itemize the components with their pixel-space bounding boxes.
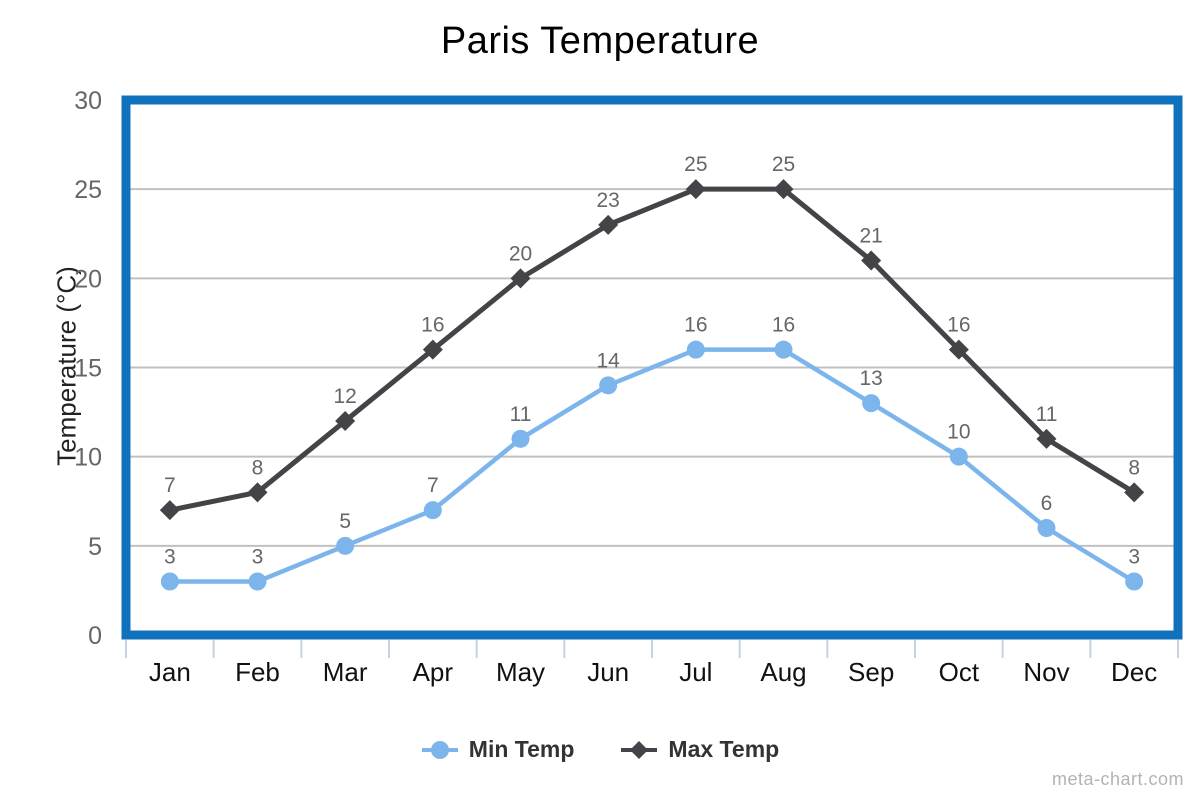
data-point-label: 3 bbox=[164, 546, 176, 569]
min-temp-legend-marker-icon bbox=[421, 740, 458, 759]
min-temp-data-point[interactable] bbox=[774, 340, 793, 359]
max-temp-line bbox=[167, 186, 1137, 513]
x-axis-category-label: Nov bbox=[1023, 657, 1069, 687]
x-axis-category-label: Aug bbox=[760, 657, 806, 687]
y-axis-tick-label: 30 bbox=[74, 87, 102, 115]
data-point-label: 14 bbox=[596, 349, 620, 372]
data-point-label: 16 bbox=[772, 314, 795, 337]
x-axis-category-label: Jan bbox=[149, 657, 191, 687]
data-point-label: 13 bbox=[859, 367, 882, 390]
data-point-label: 12 bbox=[333, 385, 356, 408]
plot-border bbox=[121, 95, 1183, 640]
min-temp-data-point[interactable] bbox=[1037, 519, 1056, 537]
x-axis-category-label: Jul bbox=[679, 657, 712, 687]
data-point-label: 3 bbox=[1128, 546, 1140, 569]
min-temp-data-point[interactable] bbox=[423, 501, 442, 520]
min-temp-data-point[interactable] bbox=[160, 572, 179, 591]
data-point-label: 25 bbox=[684, 153, 707, 176]
min-temp-data-point[interactable] bbox=[248, 572, 267, 591]
data-point-label: 20 bbox=[509, 242, 532, 265]
max-temp-data-point[interactable] bbox=[422, 339, 443, 360]
chart-title: Paris Temperature bbox=[440, 20, 760, 62]
max-temp-data-point[interactable] bbox=[773, 179, 794, 200]
data-point-label: 6 bbox=[1041, 492, 1053, 515]
max-temp-data-point[interactable] bbox=[598, 214, 619, 235]
min-temp-data-point[interactable] bbox=[862, 394, 881, 413]
min-temp-data-point[interactable] bbox=[1125, 572, 1144, 591]
x-axis-category-label: Mar bbox=[323, 657, 368, 687]
y-axis-tick-label: 5 bbox=[88, 533, 102, 561]
max-temp-data-point[interactable] bbox=[159, 500, 180, 521]
data-point-label: 16 bbox=[421, 314, 444, 337]
max-temp-data-point[interactable] bbox=[948, 339, 969, 360]
x-axis-category-label: Sep bbox=[848, 657, 894, 687]
max-temp-data-point[interactable] bbox=[1124, 482, 1145, 503]
x-axis-category-label: Feb bbox=[235, 657, 280, 687]
max-temp-data-point[interactable] bbox=[510, 268, 531, 289]
max-temp-data-point[interactable] bbox=[685, 179, 706, 200]
data-point-label: 11 bbox=[1036, 403, 1058, 426]
data-point-label: 21 bbox=[859, 225, 882, 248]
max-temp-legend-marker-icon bbox=[621, 740, 658, 759]
data-point-label: 7 bbox=[427, 474, 439, 497]
min-temp-data-point[interactable] bbox=[949, 447, 968, 466]
x-axis-category-label: May bbox=[496, 657, 545, 687]
data-point-label: 5 bbox=[339, 510, 351, 533]
x-axis-category-label: Jun bbox=[587, 657, 629, 687]
min-temp-data-point[interactable] bbox=[599, 376, 618, 395]
y-axis-tick-label: 25 bbox=[74, 176, 102, 204]
y-axis-tick-label: 0 bbox=[88, 622, 102, 650]
x-axis-category-label: Oct bbox=[939, 657, 980, 687]
legend-item-max-temp[interactable]: Max Temp bbox=[620, 736, 779, 763]
legend: Min Temp Max Temp bbox=[0, 736, 1200, 763]
watermark: meta-chart.com bbox=[1051, 769, 1184, 789]
legend-item-min-temp[interactable]: Min Temp bbox=[421, 736, 575, 763]
max-temp-data-point[interactable] bbox=[1036, 428, 1057, 449]
max-temp-data-point[interactable] bbox=[247, 482, 268, 503]
data-point-label: 10 bbox=[947, 421, 970, 444]
min-temp-line bbox=[167, 347, 1137, 584]
min-temp-data-point[interactable] bbox=[336, 536, 355, 555]
x-axis-category-label: Apr bbox=[413, 657, 454, 687]
y-axis-tick-label: 15 bbox=[74, 355, 102, 383]
max-temp-data-point[interactable] bbox=[861, 250, 882, 271]
min-temp-data-point[interactable] bbox=[686, 340, 705, 359]
y-axis-tick-label: 20 bbox=[74, 265, 102, 293]
min-temp-data-point[interactable] bbox=[511, 429, 530, 448]
data-point-label: 8 bbox=[252, 456, 264, 479]
y-axis-tick-label: 10 bbox=[74, 444, 102, 472]
data-point-label: 25 bbox=[772, 153, 795, 176]
data-point-label: 16 bbox=[947, 314, 970, 337]
data-point-label: 7 bbox=[164, 474, 176, 497]
data-point-label: 8 bbox=[1128, 456, 1140, 479]
data-point-label: 11 bbox=[510, 403, 532, 426]
x-axis-category-label: Dec bbox=[1111, 657, 1157, 687]
data-point-label: 23 bbox=[596, 189, 619, 212]
legend-label: Max Temp bbox=[668, 736, 780, 762]
legend-label: Min Temp bbox=[468, 736, 575, 762]
data-point-label: 3 bbox=[252, 546, 264, 569]
max-temp-data-point[interactable] bbox=[335, 411, 356, 431]
data-point-label: 16 bbox=[684, 314, 707, 337]
